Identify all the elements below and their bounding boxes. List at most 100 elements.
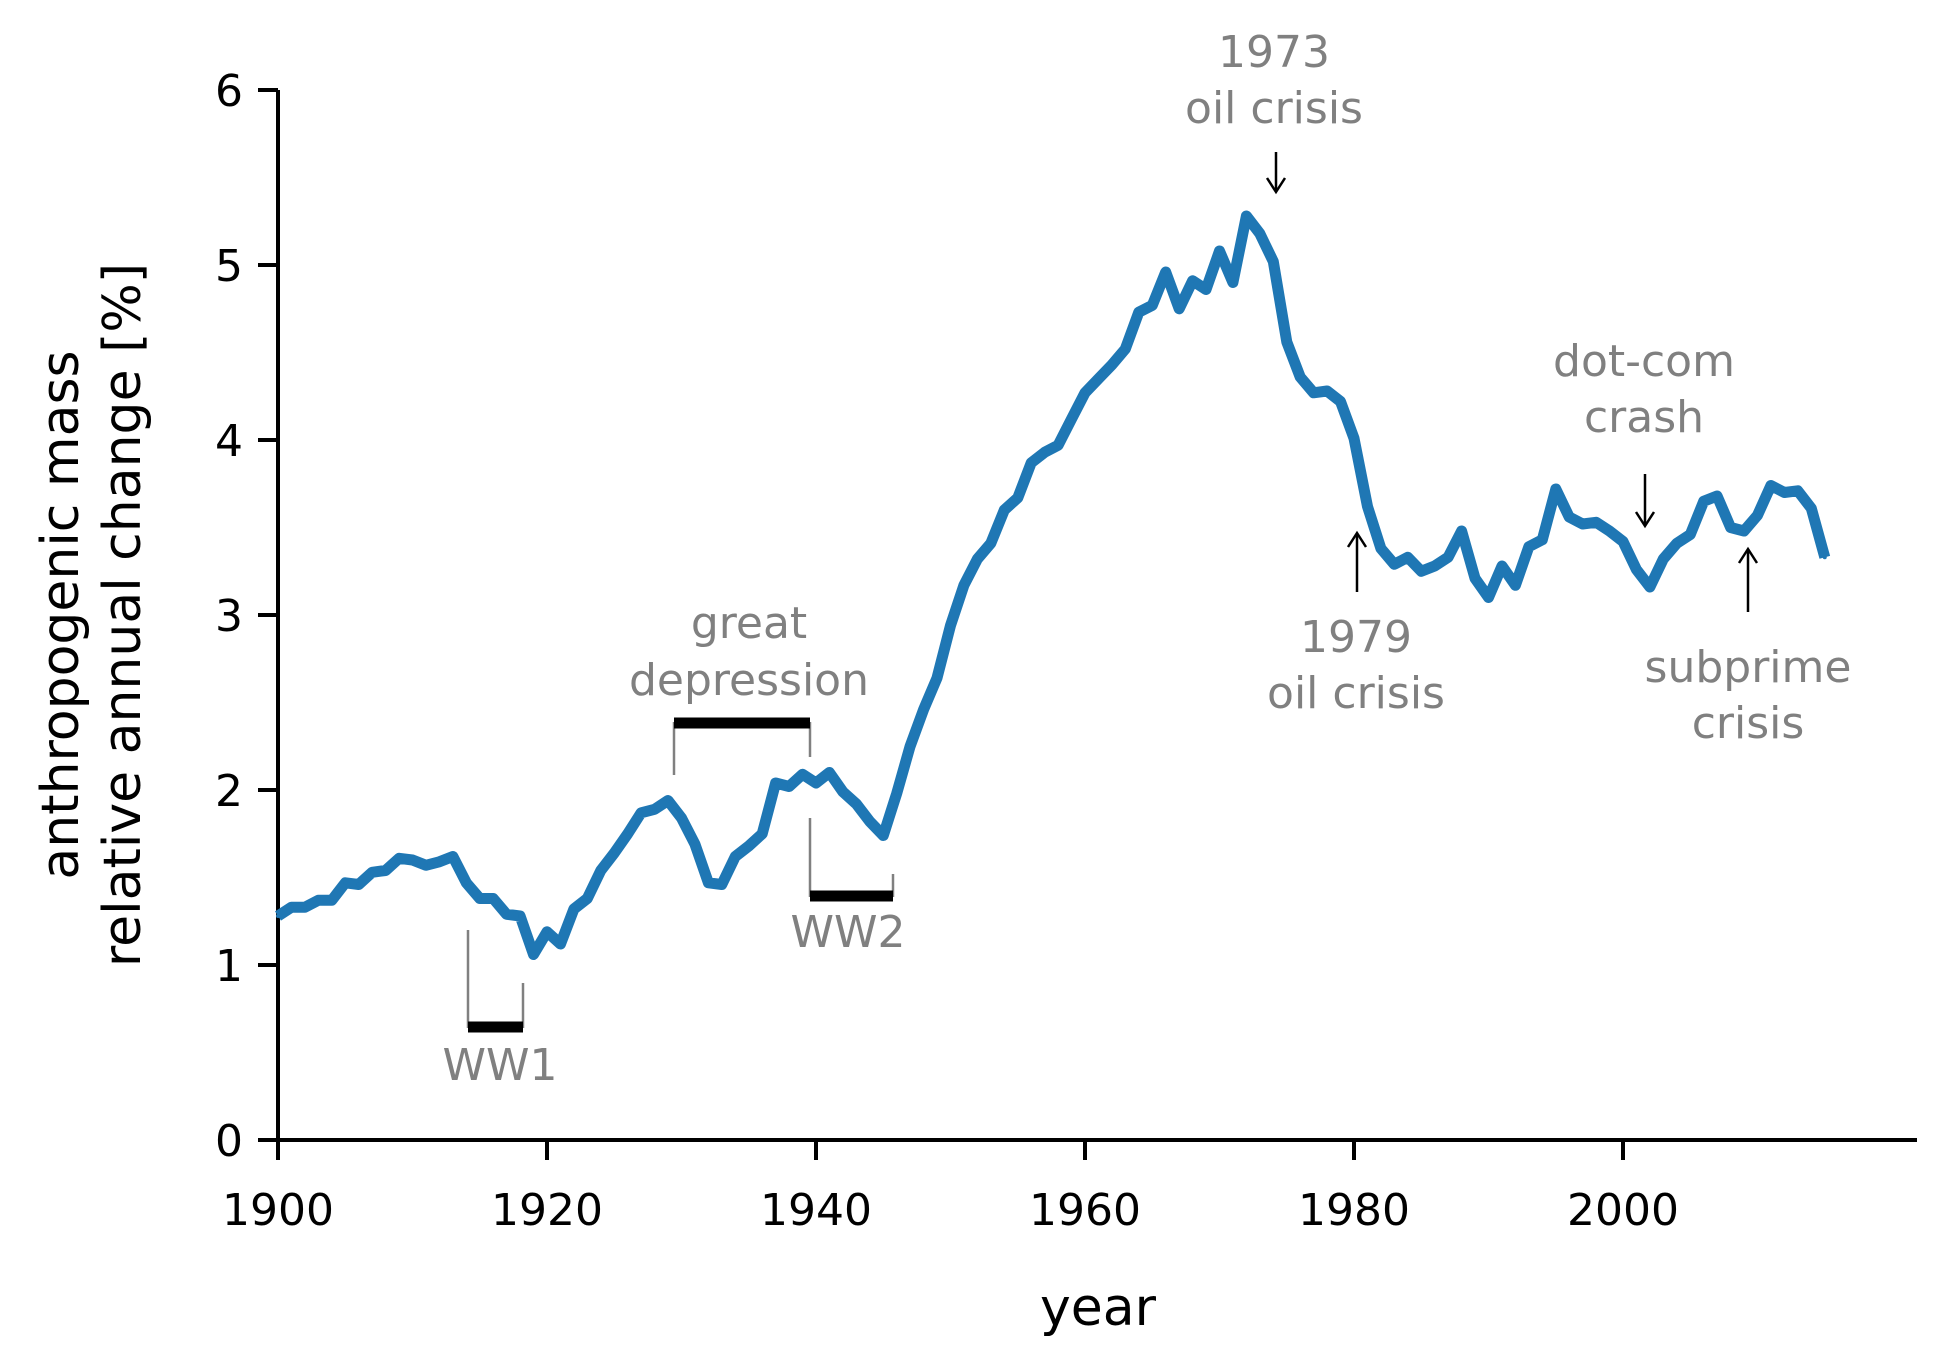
data-point — [1621, 539, 1625, 544]
data-point — [1338, 399, 1343, 404]
data-point — [948, 623, 953, 628]
data-point — [1284, 340, 1289, 344]
data-point — [1674, 541, 1679, 546]
data-point — [450, 854, 455, 859]
oil-crisis-1979-annotation: 1979 oil crisis — [1267, 530, 1445, 719]
data-point — [1002, 508, 1007, 512]
data-point — [988, 541, 993, 546]
data-point — [571, 907, 576, 911]
data-point — [908, 744, 913, 749]
data-point — [1392, 562, 1397, 567]
ww2-marker: WW2 — [790, 818, 906, 958]
data-point — [800, 772, 805, 777]
oil-crisis-1979-arrow-head — [1346, 530, 1368, 548]
subprime-crisis-label-line-2: crisis — [1692, 698, 1805, 749]
data-point — [854, 802, 859, 806]
data-point — [1688, 532, 1693, 537]
data-point — [370, 870, 375, 875]
data-point — [1204, 287, 1209, 292]
data-point — [1499, 564, 1504, 568]
data-point — [639, 810, 644, 815]
data-point — [679, 816, 684, 820]
data-point — [1311, 390, 1316, 395]
x-tick-label: 1920 — [491, 1185, 603, 1236]
ww2-label: WW2 — [790, 907, 905, 958]
data-point — [1083, 390, 1087, 395]
data-point — [625, 831, 630, 836]
data-point — [1405, 555, 1410, 560]
data-point — [1352, 436, 1356, 441]
data-point — [1486, 595, 1491, 600]
x-tick-label: 1940 — [760, 1185, 872, 1236]
data-points — [276, 214, 1827, 957]
dotcom-crash-annotation: dot-com crash — [1553, 336, 1735, 529]
data-point — [881, 833, 886, 838]
data-point — [1459, 529, 1464, 533]
data-point — [1634, 567, 1639, 572]
data-point — [840, 789, 845, 794]
data-point — [1244, 214, 1249, 218]
data-point — [1230, 280, 1235, 285]
data-point — [1594, 520, 1599, 525]
data-point — [1728, 525, 1733, 530]
data-point — [302, 905, 307, 910]
data-point — [343, 880, 348, 885]
data-point — [410, 858, 415, 862]
data-point — [1701, 499, 1706, 504]
x-tick-label: 1900 — [222, 1185, 334, 1236]
data-point — [1822, 555, 1827, 560]
y-axis-title-line-2: relative annual change [%] — [93, 263, 153, 967]
data-point — [1069, 417, 1074, 421]
y-tick-label: 4 — [215, 416, 243, 467]
data-point — [1378, 546, 1383, 551]
data-point — [814, 781, 818, 785]
data-point — [1419, 569, 1424, 574]
data-point — [1190, 278, 1195, 283]
data-point — [397, 856, 402, 861]
data-point — [1768, 483, 1773, 488]
data-point — [1553, 487, 1558, 491]
data-point — [773, 781, 778, 785]
data-point — [1607, 529, 1612, 533]
x-axis-title: year — [1040, 1278, 1157, 1338]
data-point — [329, 898, 334, 903]
y-tick-label: 2 — [215, 766, 243, 817]
data-point — [437, 859, 442, 864]
data-point — [921, 707, 926, 712]
dotcom-crash-label-line-2: crash — [1584, 392, 1704, 443]
data-point — [518, 914, 523, 918]
x-tick-label: 1960 — [1029, 1185, 1141, 1236]
data-point — [477, 896, 482, 901]
y-tick-label: 1 — [215, 941, 243, 992]
data-point — [1742, 529, 1747, 533]
data-point — [598, 868, 603, 873]
data-point — [746, 844, 751, 848]
data-point — [1123, 347, 1128, 351]
x-ticks: 1900 1920 1940 1960 1980 2000 — [222, 1140, 1679, 1236]
data-point — [961, 583, 966, 588]
data-point — [1580, 522, 1585, 526]
data-point — [1567, 515, 1572, 519]
y-tick-label: 5 — [215, 241, 243, 292]
data-point — [1365, 504, 1370, 509]
data-point — [383, 868, 388, 873]
series-line — [275, 210, 1831, 960]
great-depression-marker: great depression — [629, 598, 869, 775]
y-axis-title-line-1: anthropogenic mass — [31, 350, 91, 879]
data-point — [1056, 443, 1061, 448]
y-ticks: 0 1 2 3 4 5 6 — [215, 66, 278, 1167]
data-point — [1136, 310, 1141, 315]
data-point — [585, 896, 590, 901]
data-point — [719, 882, 724, 887]
data-point — [1271, 259, 1276, 264]
great-depression-label-line-1: great — [691, 598, 807, 649]
data-point — [1809, 506, 1814, 511]
oil-crisis-1979-label-line-2: oil crisis — [1267, 668, 1445, 719]
data-point — [316, 898, 321, 903]
data-point — [1795, 488, 1800, 493]
data-point — [558, 942, 563, 946]
data-point — [545, 929, 549, 934]
data-point — [1109, 362, 1114, 367]
subprime-crisis-arrow-head — [1737, 546, 1759, 564]
data-point — [1526, 544, 1531, 549]
